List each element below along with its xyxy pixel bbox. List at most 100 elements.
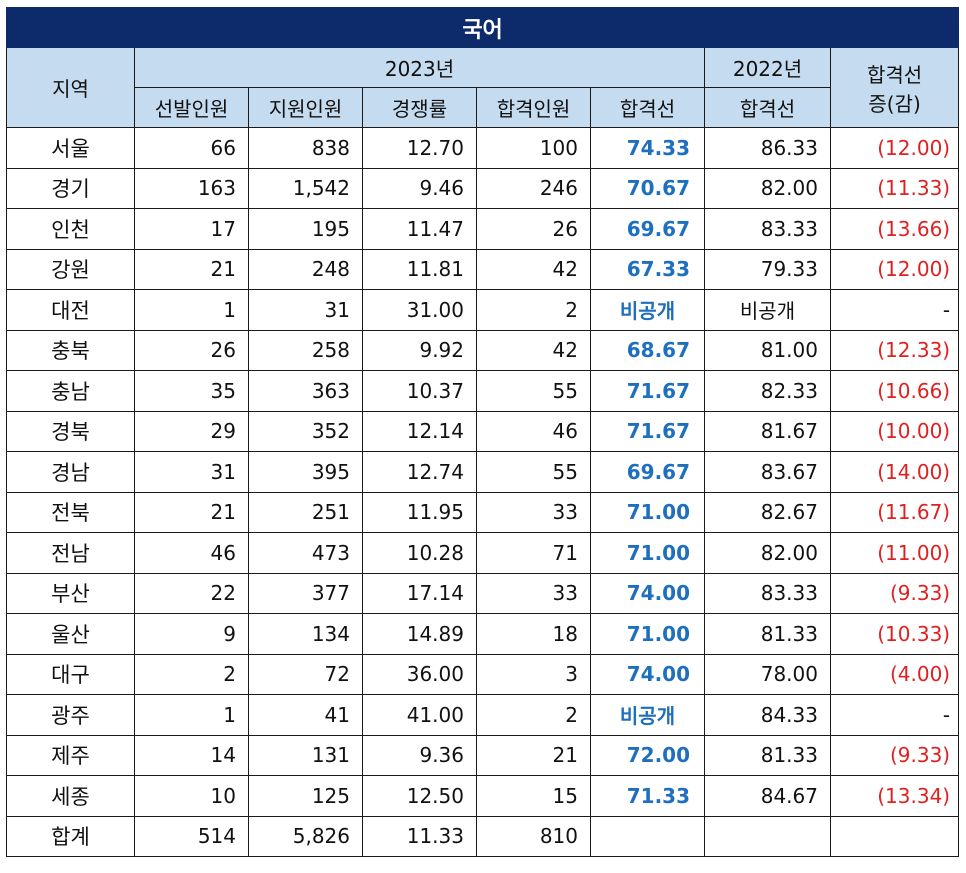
applicants-cell: 363 xyxy=(248,370,363,412)
table-row: 전남 46 473 10.28 71 71.00 82.00 (11.00) xyxy=(6,532,960,574)
cutoff-2023-cell: 71.00 xyxy=(590,532,705,574)
passed-count-cell: 246 xyxy=(476,167,591,209)
passed-count-cell: 810 xyxy=(476,815,591,857)
selected-count-cell: 46 xyxy=(134,532,249,574)
cutoff-2023-cell: 74.00 xyxy=(590,572,705,614)
cutoff-2023-cell: 69.67 xyxy=(590,451,705,493)
selected-count-cell: 21 xyxy=(134,491,249,533)
header-applicants: 지원인원 xyxy=(248,87,363,128)
passed-count-cell: 100 xyxy=(476,127,591,169)
cutoff-2022-cell: 81.00 xyxy=(704,329,831,371)
selected-count-cell: 10 xyxy=(134,775,249,817)
cutoff-2023-cell: 72.00 xyxy=(590,734,705,776)
passed-count-cell: 42 xyxy=(476,329,591,371)
applicants-cell: 134 xyxy=(248,613,363,655)
selected-count-cell: 22 xyxy=(134,572,249,614)
table-row: 세종 10 125 12.50 15 71.33 84.67 (13.34) xyxy=(6,775,960,817)
cutoff-change-cell: (4.00) xyxy=(829,653,960,695)
ratio-cell: 36.00 xyxy=(362,653,477,695)
region-cell: 제주 xyxy=(6,734,135,776)
ratio-cell: 12.14 xyxy=(362,410,477,452)
passed-count-cell: 55 xyxy=(476,451,591,493)
selected-count-cell: 2 xyxy=(134,653,249,695)
header-selected: 선발인원 xyxy=(134,87,249,128)
passed-count-cell: 15 xyxy=(476,775,591,817)
selected-count-cell: 66 xyxy=(134,127,249,169)
cutoff-2022-cell: 78.00 xyxy=(704,653,831,695)
table-row: 강원 21 248 11.81 42 67.33 79.33 (12.00) xyxy=(6,248,960,290)
cutoff-2022-cell: 86.33 xyxy=(704,127,831,169)
cutoff-change-cell: (9.33) xyxy=(829,572,960,614)
cutoff-2023-cell: 71.67 xyxy=(590,370,705,412)
header-year-2022: 2022년 xyxy=(704,47,831,88)
ratio-cell: 11.33 xyxy=(362,815,477,857)
ratio-cell: 41.00 xyxy=(362,694,477,736)
applicants-cell: 251 xyxy=(248,491,363,533)
table-row: 서울 66 838 12.70 100 74.33 86.33 (12.00) xyxy=(6,127,960,169)
passed-count-cell: 42 xyxy=(476,248,591,290)
region-cell: 서울 xyxy=(6,127,135,169)
cutoff-2023-cell: 74.00 xyxy=(590,653,705,695)
region-cell: 세종 xyxy=(6,775,135,817)
region-cell: 강원 xyxy=(6,248,135,290)
passed-count-cell: 55 xyxy=(476,370,591,412)
header-region: 지역 xyxy=(6,47,135,128)
selected-count-cell: 35 xyxy=(134,370,249,412)
region-cell: 울산 xyxy=(6,613,135,655)
cutoff-change-cell: (11.33) xyxy=(829,167,960,209)
selected-count-cell: 31 xyxy=(134,451,249,493)
table-row: 부산 22 377 17.14 33 74.00 83.33 (9.33) xyxy=(6,572,960,614)
header-passed: 합격인원 xyxy=(476,87,591,128)
selected-count-cell: 514 xyxy=(134,815,249,857)
applicants-cell: 72 xyxy=(248,653,363,695)
region-cell: 경남 xyxy=(6,451,135,493)
table-row: 충남 35 363 10.37 55 71.67 82.33 (10.66) xyxy=(6,370,960,412)
header-ratio: 경쟁률 xyxy=(362,87,477,128)
region-cell: 부산 xyxy=(6,572,135,614)
cutoff-2022-cell: 82.00 xyxy=(704,167,831,209)
ratio-cell: 12.74 xyxy=(362,451,477,493)
selected-count-cell: 1 xyxy=(134,289,249,331)
applicants-cell: 41 xyxy=(248,694,363,736)
applicants-cell: 31 xyxy=(248,289,363,331)
cutoff-change-cell: - xyxy=(829,289,960,331)
applicants-cell: 838 xyxy=(248,127,363,169)
cutoff-change-cell: (9.33) xyxy=(829,734,960,776)
applicants-cell: 1,542 xyxy=(248,167,363,209)
region-cell: 충북 xyxy=(6,329,135,371)
table-row: 경남 31 395 12.74 55 69.67 83.67 (14.00) xyxy=(6,451,960,493)
table-row: 경북 29 352 12.14 46 71.67 81.67 (10.00) xyxy=(6,410,960,452)
applicants-cell: 248 xyxy=(248,248,363,290)
cutoff-table: 국어 지역 2023년 2022년 합격선 증(감) 선발인원 지원인원 경쟁률… xyxy=(5,7,960,857)
ratio-cell: 12.50 xyxy=(362,775,477,817)
cutoff-change-cell: (10.66) xyxy=(829,370,960,412)
selected-count-cell: 29 xyxy=(134,410,249,452)
cutoff-change-cell: (12.33) xyxy=(829,329,960,371)
selected-count-cell: 1 xyxy=(134,694,249,736)
region-cell: 경북 xyxy=(6,410,135,452)
cutoff-2023-cell: 71.67 xyxy=(590,410,705,452)
region-cell: 전북 xyxy=(6,491,135,533)
cutoff-change-cell: (12.00) xyxy=(829,248,960,290)
cutoff-2023-cell: 71.00 xyxy=(590,491,705,533)
cutoff-2023-cell: 비공개 xyxy=(590,694,705,736)
cutoff-2022-cell: 83.33 xyxy=(704,572,831,614)
selected-count-cell: 163 xyxy=(134,167,249,209)
header-year-2023: 2023년 xyxy=(134,47,705,88)
header-cutoff-2022: 합격선 xyxy=(704,87,831,128)
cutoff-2023-cell xyxy=(590,815,705,857)
cutoff-2022-cell: 82.33 xyxy=(704,370,831,412)
selected-count-cell: 21 xyxy=(134,248,249,290)
cutoff-change-cell: - xyxy=(829,694,960,736)
table-row: 합계 514 5,826 11.33 810 xyxy=(6,815,960,857)
cutoff-2022-cell: 79.33 xyxy=(704,248,831,290)
applicants-cell: 195 xyxy=(248,208,363,250)
header-change-line1: 합격선 xyxy=(866,62,923,87)
cutoff-2023-cell: 69.67 xyxy=(590,208,705,250)
ratio-cell: 9.36 xyxy=(362,734,477,776)
cutoff-2022-cell: 82.67 xyxy=(704,491,831,533)
applicants-cell: 5,826 xyxy=(248,815,363,857)
region-cell: 대전 xyxy=(6,289,135,331)
ratio-cell: 11.47 xyxy=(362,208,477,250)
region-cell: 광주 xyxy=(6,694,135,736)
